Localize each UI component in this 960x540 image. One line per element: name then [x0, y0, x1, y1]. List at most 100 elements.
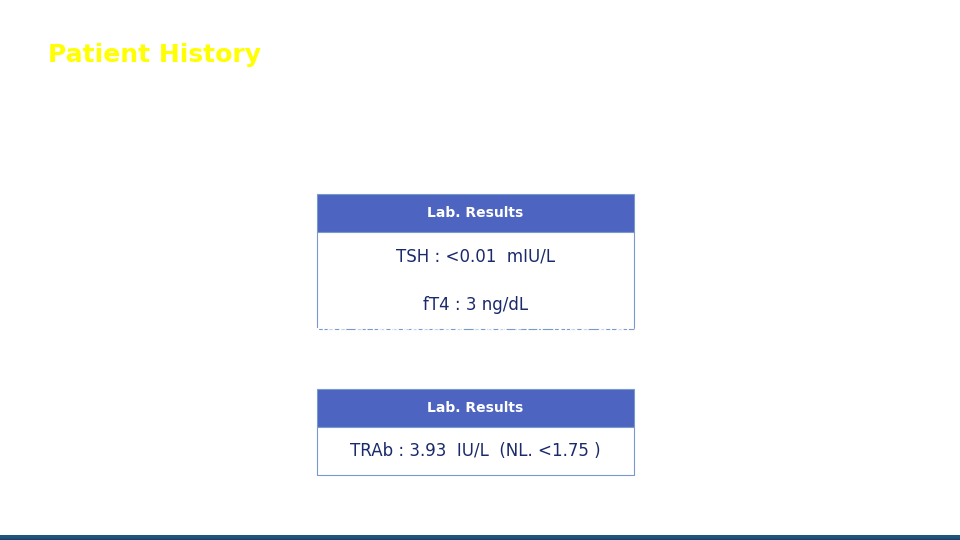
Bar — [0, 537, 960, 539]
Bar — [0, 535, 960, 538]
Bar — [0, 535, 960, 537]
Bar — [0, 537, 960, 540]
Bar — [0, 537, 960, 540]
Bar — [0, 535, 960, 537]
Bar — [0, 535, 960, 538]
Bar — [0, 535, 960, 538]
Bar — [0, 535, 960, 537]
Bar — [0, 537, 960, 539]
Bar — [0, 536, 960, 538]
Bar — [0, 536, 960, 538]
Bar — [0, 536, 960, 539]
Bar — [0, 536, 960, 539]
Bar — [0, 536, 960, 539]
Bar — [0, 537, 960, 540]
Bar — [0, 536, 960, 538]
Bar — [0, 536, 960, 538]
Bar — [0, 535, 960, 538]
Bar — [0, 536, 960, 538]
Bar — [0, 535, 960, 537]
Bar — [0, 536, 960, 539]
Bar — [0, 535, 960, 538]
Bar — [0, 537, 960, 539]
Bar — [0, 536, 960, 538]
Bar — [0, 535, 960, 538]
Bar — [0, 536, 960, 538]
Bar — [0, 536, 960, 539]
Bar — [0, 535, 960, 537]
Bar — [0, 535, 960, 538]
Bar — [0, 537, 960, 539]
Bar — [0, 536, 960, 539]
Bar — [0, 535, 960, 538]
Bar — [0, 536, 960, 538]
Bar — [0, 536, 960, 538]
Bar — [0, 537, 960, 539]
Bar — [0, 535, 960, 538]
Bar — [0, 535, 960, 537]
Bar — [0, 537, 960, 539]
Bar — [0, 535, 960, 537]
Bar — [0, 537, 960, 539]
Bar — [0, 537, 960, 539]
Bar — [0, 537, 960, 540]
Bar — [0, 535, 960, 538]
Bar — [0, 535, 960, 538]
Bar — [0, 535, 960, 538]
Bar — [0, 537, 960, 539]
Bar — [0, 535, 960, 538]
Bar — [0, 536, 960, 538]
Bar — [0, 535, 960, 537]
Bar — [0, 536, 960, 539]
Bar — [0, 535, 960, 537]
Bar — [0, 536, 960, 538]
Bar — [0, 535, 960, 538]
Bar — [0, 536, 960, 539]
Bar — [0, 535, 960, 537]
Bar — [0, 537, 960, 539]
Bar — [0, 536, 960, 538]
Bar — [0, 535, 960, 538]
Bar — [0, 537, 960, 539]
Bar — [0, 535, 960, 538]
Bar — [0, 537, 960, 539]
Bar — [0, 535, 960, 538]
Bar — [0, 537, 960, 539]
Bar — [0, 536, 960, 538]
Bar — [0, 536, 960, 539]
Bar — [0, 535, 960, 537]
Bar — [0, 536, 960, 538]
Bar — [0, 535, 960, 537]
Bar — [0, 537, 960, 540]
Bar — [0, 535, 960, 538]
Bar — [0, 537, 960, 540]
Bar — [0, 536, 960, 538]
Bar — [0, 537, 960, 539]
Bar — [0, 537, 960, 539]
Bar — [0, 536, 960, 539]
Bar — [0, 537, 960, 539]
Bar — [0, 535, 960, 538]
Bar — [0, 536, 960, 539]
Bar — [0, 537, 960, 540]
Bar — [0, 537, 960, 539]
Bar — [0, 535, 960, 538]
Bar — [0, 536, 960, 538]
Bar — [0, 535, 960, 538]
Bar — [0, 535, 960, 538]
Bar — [0, 536, 960, 538]
Bar — [0, 537, 960, 539]
Bar — [0, 535, 960, 538]
Bar — [0, 535, 960, 538]
Bar — [0, 536, 960, 539]
Bar — [0, 537, 960, 540]
Bar — [0, 536, 960, 539]
Bar — [0, 535, 960, 538]
Bar — [0, 535, 960, 538]
Bar — [0, 535, 960, 538]
Bar — [0, 536, 960, 539]
Bar — [0, 537, 960, 539]
Bar — [0, 537, 960, 539]
Bar — [0, 535, 960, 537]
Bar — [0, 536, 960, 538]
